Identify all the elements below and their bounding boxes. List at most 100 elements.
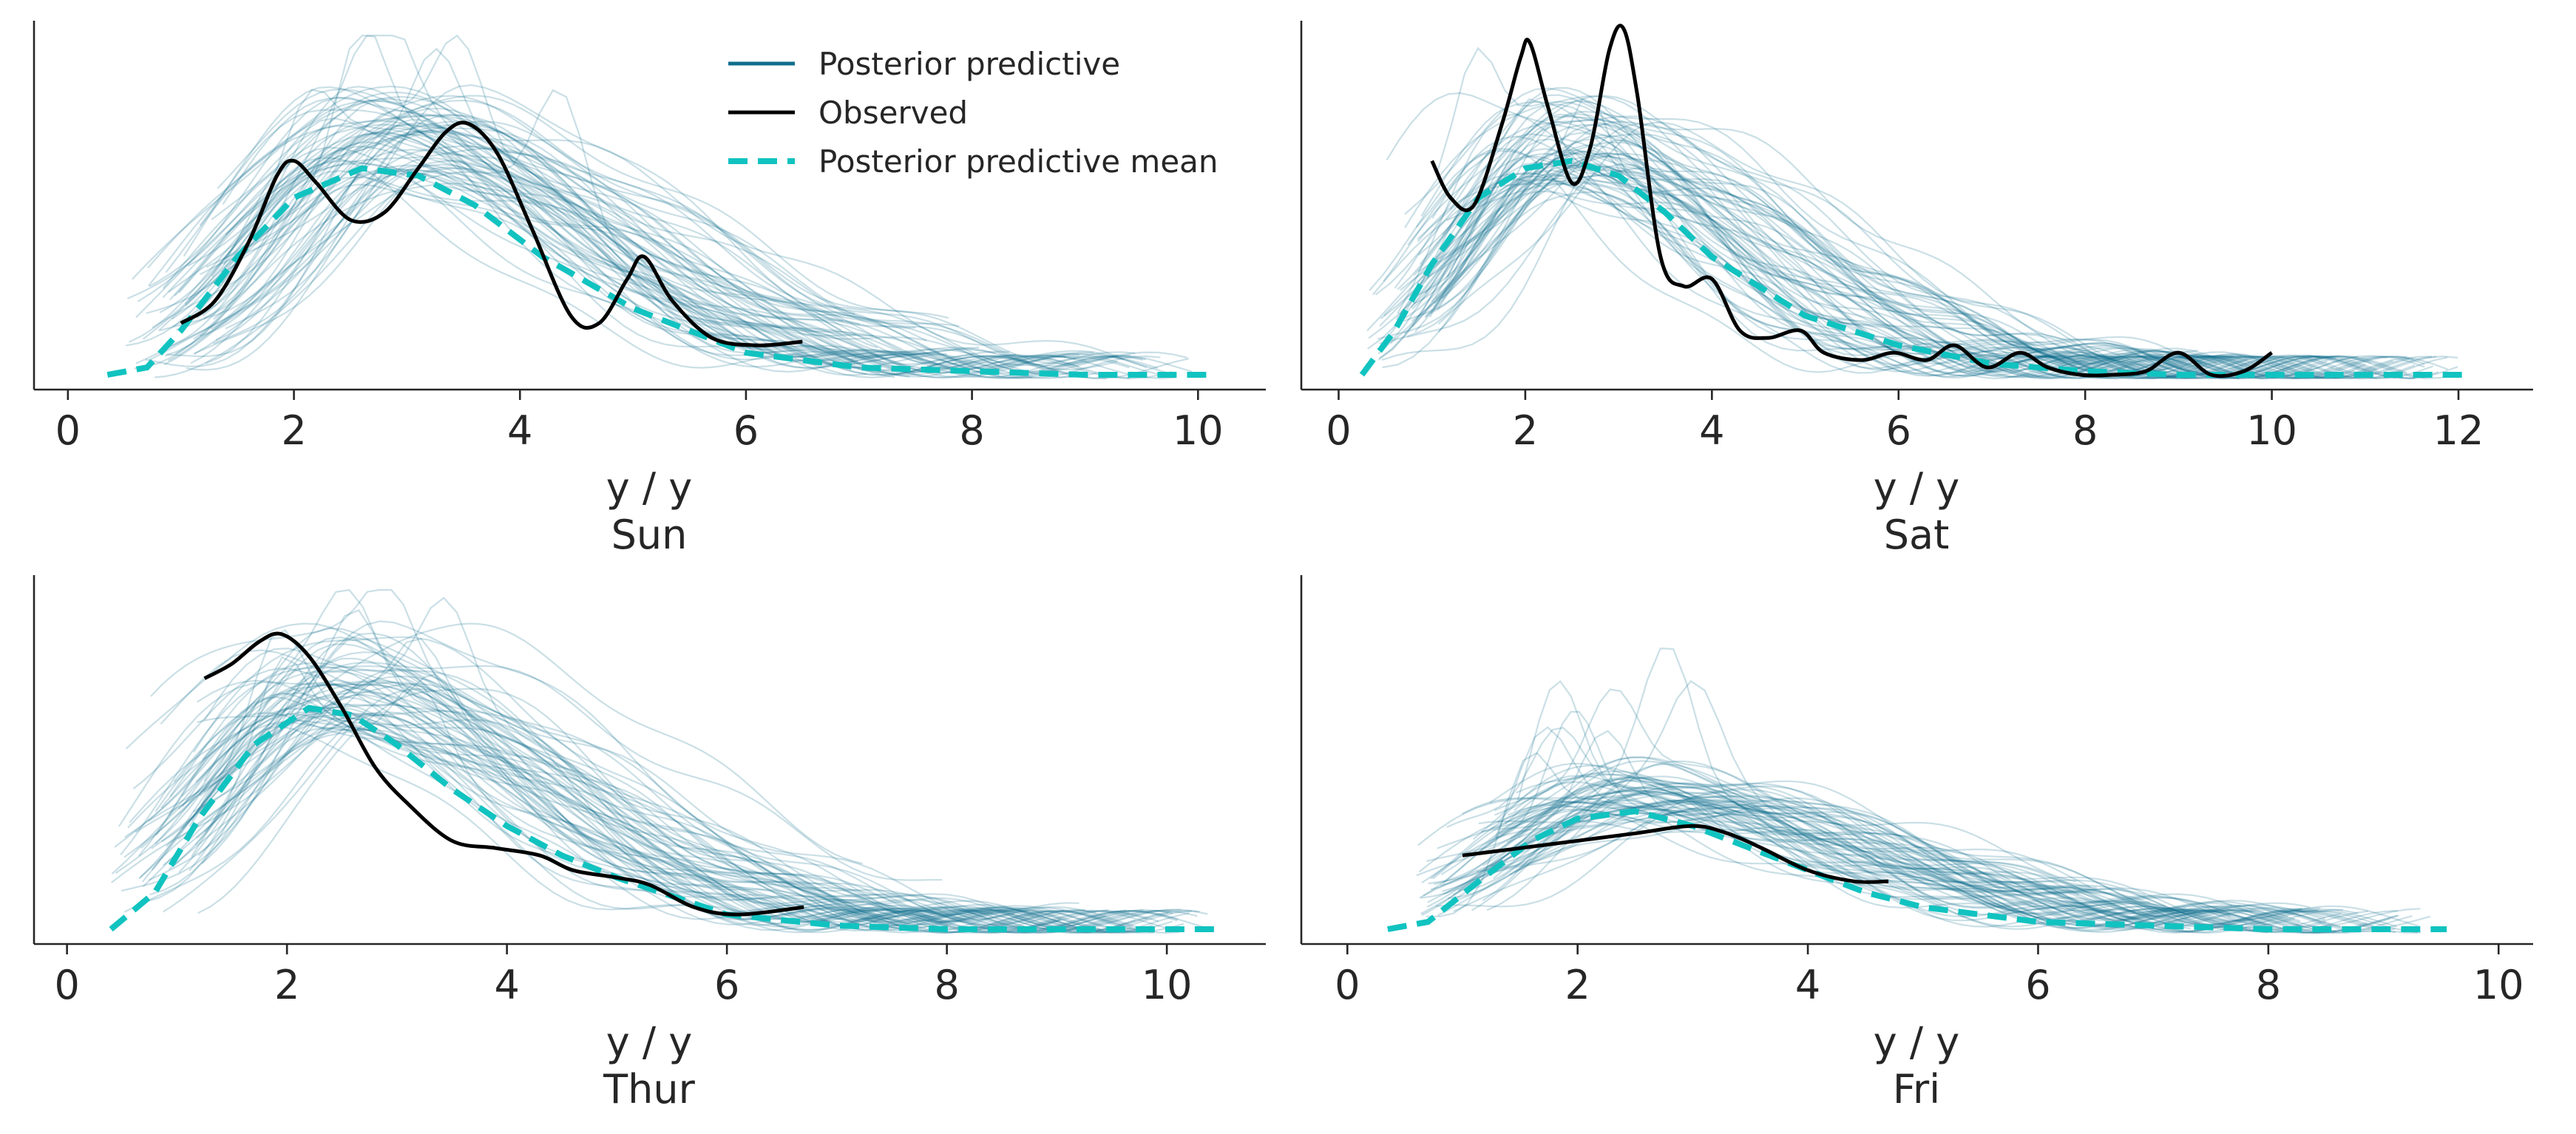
panel-title: Fri	[1893, 1066, 1940, 1113]
posterior-predictive-line	[182, 683, 949, 928]
x-tick-label: 6	[2025, 962, 2050, 1008]
legend: Posterior predictive Observed Posterior …	[728, 46, 1218, 180]
panel-fri: 0 2 4 6 8 10 y / y Fri	[1300, 575, 2533, 1113]
posterior-predictive-line	[1419, 795, 2304, 928]
posterior-predictive-line	[1488, 799, 2268, 934]
posterior-predictive-lines	[110, 588, 1208, 934]
posterior-predictive-line	[1507, 804, 2301, 923]
posterior-predictive-line	[1375, 98, 2410, 379]
panel-thur: 0 2 4 6 8 10 y / y Thur	[33, 575, 1266, 1113]
posterior-predictive-line	[151, 704, 1061, 934]
posterior-predictive-line	[150, 588, 993, 923]
posterior-predictive-line	[169, 129, 856, 336]
posterior-predictive-line	[206, 169, 861, 325]
posterior-predictive-line	[1410, 148, 2197, 379]
posterior-predictive-line	[1452, 785, 2325, 921]
posterior-predictive-line	[190, 131, 1176, 379]
posterior-predictive-line	[211, 98, 1125, 364]
posterior-predictive-line	[168, 89, 1079, 373]
posterior-predictive-line	[193, 166, 997, 375]
posterior-predictive-line	[1418, 775, 2327, 934]
posterior-predictive-line	[168, 682, 1139, 934]
posterior-predictive-line	[1433, 180, 2219, 374]
posterior-predictive-line	[1462, 791, 2266, 926]
posterior-predictive-line	[1403, 120, 2178, 379]
posterior-predictive-line	[162, 123, 981, 378]
posterior-predictive-line	[1414, 174, 2187, 379]
posterior-predictive-line	[157, 164, 1043, 379]
posterior-predictive-line	[125, 47, 997, 359]
posterior-predictive-line	[162, 132, 1159, 378]
posterior-predictive-line	[1498, 809, 2206, 933]
panel-title: Sun	[611, 512, 688, 558]
posterior-predictive-line	[1494, 770, 2321, 926]
posterior-predictive-line	[192, 713, 897, 914]
posterior-predictive-line	[205, 129, 1173, 380]
posterior-predictive-line	[151, 657, 1101, 930]
posterior-predictive-line	[195, 620, 1184, 933]
posterior-predictive-line	[135, 707, 1148, 933]
posterior-predictive-line	[1516, 773, 2112, 930]
posterior-predictive-line	[178, 95, 1188, 367]
posterior-predictive-line	[1508, 763, 2295, 930]
x-tick-label: 8	[934, 962, 959, 1008]
posterior-predictive-line	[1440, 797, 2396, 933]
x-tick-label: 4	[494, 962, 519, 1008]
posterior-predictive-line	[1417, 782, 2231, 918]
posterior-predictive-line	[203, 683, 1159, 934]
posterior-predictive-line	[1366, 152, 2366, 379]
posterior-predictive-line	[1380, 133, 2252, 380]
posterior-predictive-line	[203, 647, 1179, 934]
posterior-predictive-line	[1453, 789, 2232, 919]
posterior-predictive-line	[220, 114, 857, 359]
posterior-predictive-line	[1497, 764, 2190, 924]
posterior-predictive-line	[202, 588, 1137, 934]
posterior-predictive-line	[1381, 139, 2286, 380]
posterior-predictive-line	[1427, 679, 2399, 934]
posterior-predictive-line	[135, 91, 874, 338]
posterior-predictive-line	[1397, 113, 2432, 380]
observed-group	[180, 120, 803, 347]
posterior-predictive-line	[140, 696, 1154, 934]
posterior-predictive-line	[1496, 710, 2075, 915]
observed-line	[1430, 24, 2274, 378]
posterior-predictive-line	[1434, 151, 2334, 380]
posterior-predictive-line	[162, 141, 880, 374]
axes-sat: 0 2 4 6 8 10 12	[1300, 21, 2533, 454]
posterior-predictive-line	[200, 628, 1182, 931]
posterior-predictive-line	[1377, 178, 2319, 380]
posterior-predictive-line	[168, 89, 1097, 378]
posterior-predictive-line	[1434, 784, 2375, 932]
posterior-predictive-line	[217, 34, 1016, 370]
posterior-predictive-line	[1446, 138, 2248, 380]
posterior-predictive-line	[1450, 797, 2241, 914]
posterior-predictive-line	[1416, 166, 2367, 378]
posterior-predictive-line	[1397, 155, 2197, 377]
posterior-predictive-line	[189, 609, 1178, 934]
posterior-predictive-line	[1476, 799, 2248, 925]
posterior-predictive-line	[222, 97, 1045, 370]
x-tick-label: 6	[733, 407, 759, 454]
posterior-predictive-line	[1400, 144, 2203, 364]
posterior-predictive-line	[1472, 775, 2322, 926]
posterior-predictive-line	[220, 34, 1118, 365]
posterior-predictive-line	[1372, 123, 2336, 378]
posterior-predictive-line	[197, 687, 1072, 932]
posterior-predictive-line	[200, 172, 927, 342]
posterior-predictive-line	[1494, 726, 2413, 934]
posterior-predictive-line	[181, 636, 1190, 934]
posterior-predictive-line	[1481, 730, 2369, 933]
x-tick-label: 4	[507, 407, 532, 454]
posterior-predictive-line	[1516, 680, 2261, 932]
posterior-predictive-line	[1424, 172, 2312, 380]
posterior-predictive-line	[1437, 809, 2398, 934]
posterior-predictive-line	[1436, 808, 2342, 932]
observed-line	[180, 120, 803, 347]
axes-sun: 0 2 4 6 8 10	[33, 21, 1266, 454]
posterior-predictive-line	[176, 127, 957, 365]
posterior-predictive-line	[1426, 801, 2299, 926]
x-axis-label: y / y	[1874, 1019, 1959, 1065]
posterior-predictive-line	[1411, 190, 2192, 378]
posterior-predictive-line	[1366, 123, 2217, 370]
posterior-predictive-line	[149, 164, 897, 361]
